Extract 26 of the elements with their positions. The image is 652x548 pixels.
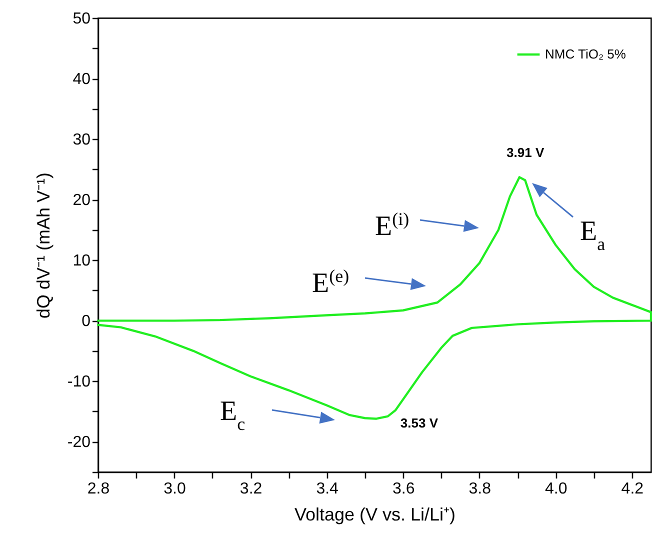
y-tick-label: 40	[72, 71, 91, 88]
x-tick-label: 4.0	[545, 480, 568, 498]
y-tick-label: 30	[72, 132, 91, 149]
x-tick-label: 3.4	[316, 480, 339, 498]
y-tick-label: -20	[67, 434, 91, 452]
annotation: E$_{a}$	[580, 216, 606, 254]
annotation: E$^{(e)}$	[312, 266, 350, 299]
annotation: E$_{c}$	[220, 396, 246, 434]
legend-label: NMC TiO₂ 5%	[545, 46, 626, 62]
x-tick-label: 3.8	[468, 480, 492, 498]
x-tick-label: 4.2	[621, 480, 644, 498]
annotation: 3.91 V	[506, 145, 544, 160]
y-tick-label: 0	[82, 313, 91, 330]
y-tick-label: 10	[72, 252, 91, 270]
x-tick-label: 3.2	[240, 480, 262, 498]
line-series	[96, 176, 652, 420]
x-tick-label: 3.6	[392, 480, 415, 498]
y-tick-label: -10	[67, 374, 91, 391]
annotation: E$^{(i)}$	[375, 209, 410, 242]
y-tick-label: 20	[72, 192, 91, 210]
annotation: 3.53 V	[400, 416, 438, 431]
y-tick-label: 50	[72, 10, 91, 28]
x-tick-label: 3.0	[164, 480, 186, 498]
x-axis-title: Voltage (V vs. Li/Li⁺)	[294, 504, 456, 524]
y-axis-title: dQ dV⁻¹ (mAh V⁻¹)	[33, 172, 54, 319]
x-tick-label: 2.8	[87, 480, 110, 498]
